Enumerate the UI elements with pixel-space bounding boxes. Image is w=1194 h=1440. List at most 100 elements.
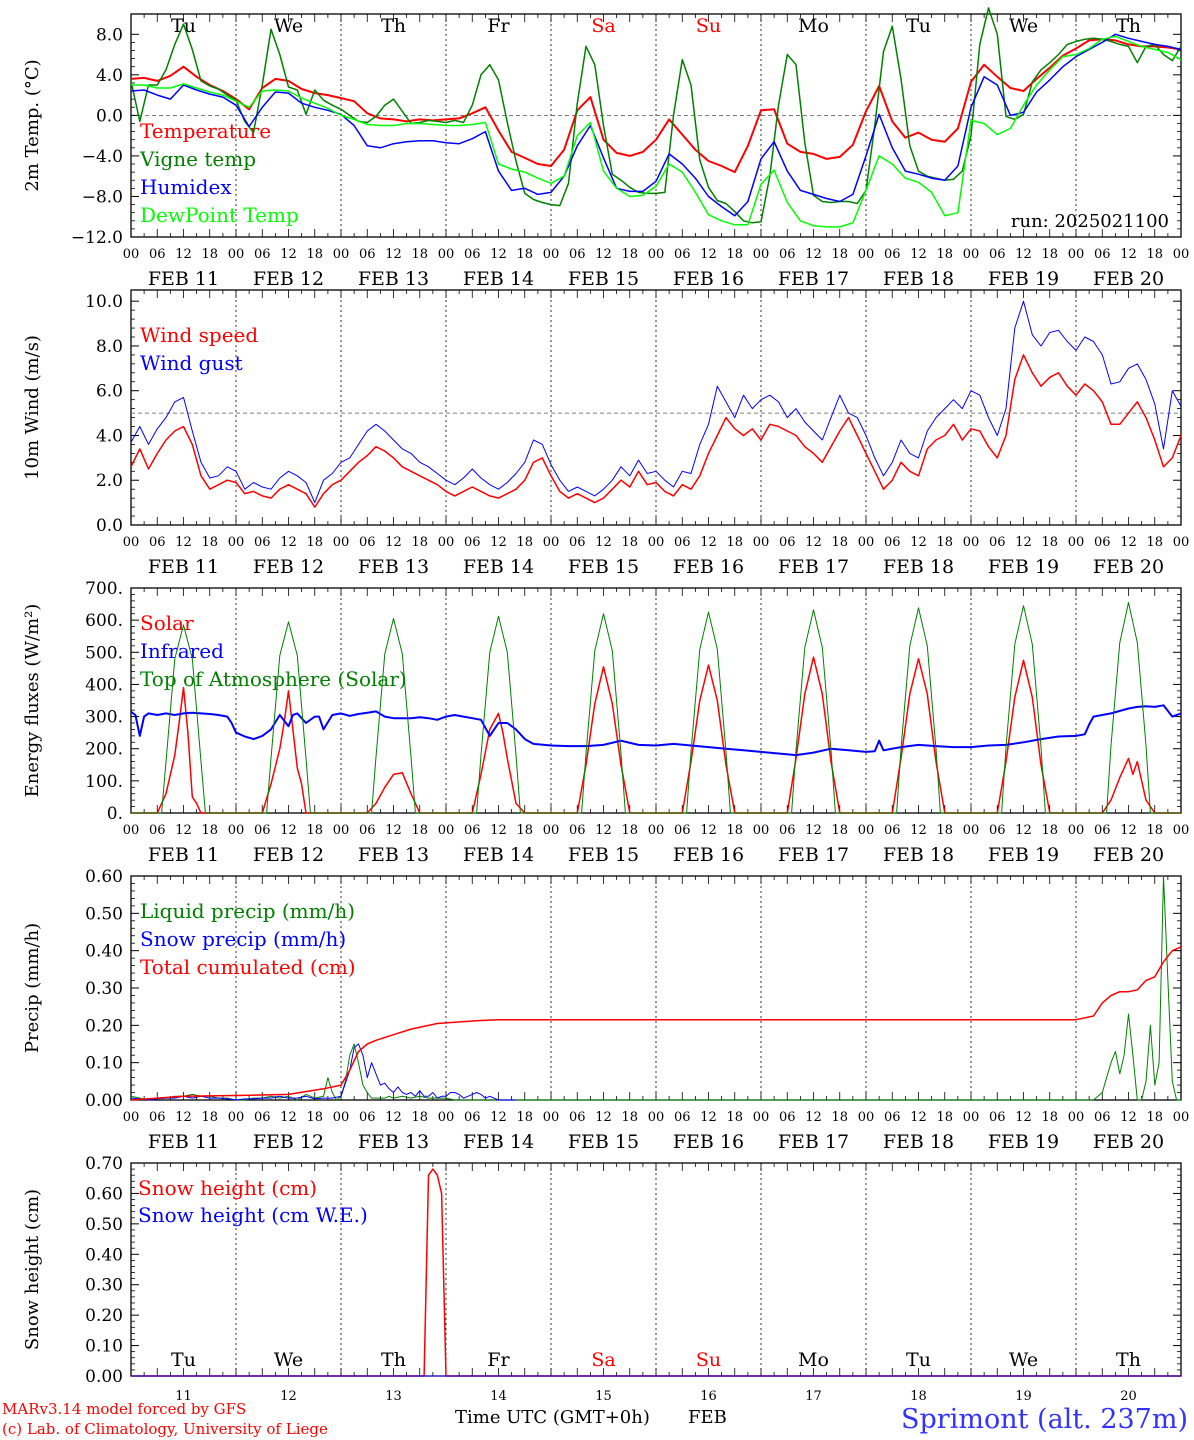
wind-hour-tick-label: 00: [333, 535, 350, 550]
energy-date-label: FEB 19: [988, 844, 1059, 866]
energy-y-tick-label: 400.: [85, 675, 123, 695]
wind-hour-tick-label: 18: [411, 535, 428, 550]
snow-day-number: 15: [595, 1389, 612, 1404]
temperature-hour-tick-label: 18: [306, 247, 323, 262]
precip-hour-tick-label: 12: [280, 1110, 297, 1125]
snow-y-tick-label: 0.50: [85, 1215, 123, 1235]
energy-hour-tick-label: 18: [1146, 823, 1163, 838]
temperature-weekday-label: Th: [381, 15, 406, 37]
temperature-weekday-label: We: [1009, 15, 1038, 37]
wind-hour-tick-label: 00: [753, 535, 770, 550]
energy-y-axis-title: Energy fluxes (W/m²): [22, 604, 43, 798]
temperature-legend-entry: Temperature: [140, 119, 271, 143]
temperature-date-label: FEB 20: [1093, 268, 1164, 290]
temperature-hour-tick-label: 00: [228, 247, 245, 262]
energy-hour-tick-label: 18: [306, 823, 323, 838]
energy-y-tick-label: 100.: [85, 772, 123, 792]
temperature-hour-tick-label: 12: [175, 247, 192, 262]
energy-hour-tick-label: 06: [884, 823, 901, 838]
energy-hour-tick-label: 18: [621, 823, 638, 838]
energy-hour-tick-label: 18: [936, 823, 953, 838]
energy-date-label: FEB 14: [463, 844, 534, 866]
energy-y-tick-label: 0.: [107, 804, 123, 824]
snow-legend-entry: Snow height (cm): [138, 1176, 317, 1200]
precip-hour-tick-label: 06: [1094, 1110, 1111, 1125]
precip-y-tick-label: 0.60: [85, 867, 123, 887]
snow-day-number: 14: [490, 1389, 507, 1404]
temperature-legend-entry: Humidex: [140, 175, 232, 199]
energy-hour-tick-label: 06: [464, 823, 481, 838]
energy-legend-entry: Solar: [140, 611, 194, 635]
temperature-date-label: FEB 14: [463, 268, 534, 290]
energy-date-label: FEB 18: [883, 844, 954, 866]
snow-weekday-label: Mo: [798, 1349, 829, 1371]
energy-hour-tick-label: 12: [805, 823, 822, 838]
temperature-hour-tick-label: 12: [280, 247, 297, 262]
snow-day-number: 19: [1015, 1389, 1032, 1404]
temperature-date-label: FEB 11: [148, 268, 219, 290]
temperature-hour-tick-label: 12: [385, 247, 402, 262]
temperature-hour-tick-label: 18: [1041, 247, 1058, 262]
snow-weekday-label: We: [1009, 1349, 1038, 1371]
precip-hour-tick-label: 06: [149, 1110, 166, 1125]
temperature-hour-tick-label: 12: [595, 247, 612, 262]
temperature-hour-tick-label: 12: [1015, 247, 1032, 262]
temperature-hour-tick-label: 18: [1146, 247, 1163, 262]
precip-date-label: FEB 12: [253, 1131, 324, 1153]
snow-day-number: 11: [175, 1389, 192, 1404]
wind-hour-tick-label: 06: [1094, 535, 1111, 550]
energy-hour-tick-label: 06: [779, 823, 796, 838]
temperature-y-axis-title: 2m Temp. (°C): [22, 59, 43, 191]
wind-hour-tick-label: 12: [175, 535, 192, 550]
temperature-weekday-label: Tu: [906, 15, 931, 37]
temperature-weekday-label: Fr: [487, 15, 510, 37]
precip-hour-tick-label: 06: [674, 1110, 691, 1125]
precip-hour-tick-label: 18: [201, 1110, 218, 1125]
temperature-y-tick-label: 8.0: [96, 25, 123, 45]
snow-y-tick-label: 0.60: [85, 1184, 123, 1204]
energy-hour-tick-label: 06: [569, 823, 586, 838]
temperature-hour-tick-label: 06: [464, 247, 481, 262]
energy-hour-tick-label: 06: [254, 823, 271, 838]
wind-y-tick-label: 4.0: [96, 426, 123, 446]
wind-hour-tick-label: 18: [936, 535, 953, 550]
precip-hour-tick-label: 12: [1015, 1110, 1032, 1125]
precip-hour-tick-label: 12: [1120, 1110, 1137, 1125]
temperature-hour-tick-label: 06: [779, 247, 796, 262]
wind-hour-tick-label: 00: [1173, 535, 1190, 550]
snow-weekday-label: We: [274, 1349, 303, 1371]
energy-hour-tick-label: 18: [411, 823, 428, 838]
energy-y-tick-label: 500.: [85, 643, 123, 663]
temperature-hour-tick-label: 00: [123, 247, 140, 262]
precip-date-label: FEB 13: [358, 1131, 429, 1153]
temperature-series-vigne-temp: [130, 7, 1182, 224]
wind-hour-tick-label: 18: [1041, 535, 1058, 550]
energy-legend-entry: Infrared: [140, 639, 224, 663]
snow-day-number: 18: [910, 1389, 927, 1404]
snow-weekday-label: Tu: [171, 1349, 196, 1371]
temperature-y-tick-label: 4.0: [96, 66, 123, 86]
snow-weekday-label: Sa: [591, 1349, 615, 1371]
precip-date-label: FEB 14: [463, 1131, 534, 1153]
temperature-series-temperature: [130, 38, 1182, 174]
precip-hour-tick-label: 12: [385, 1110, 402, 1125]
energy-hour-tick-label: 06: [1094, 823, 1111, 838]
temperature-y-tick-label: −8.0: [82, 187, 123, 207]
precip-hour-tick-label: 06: [989, 1110, 1006, 1125]
precip-hour-tick-label: 00: [858, 1110, 875, 1125]
model-credit: MARv3.14 model forced by GFS: [2, 1400, 246, 1418]
precip-hour-tick-label: 18: [1041, 1110, 1058, 1125]
energy-hour-tick-label: 00: [228, 823, 245, 838]
wind-hour-tick-label: 12: [1015, 535, 1032, 550]
energy-hour-tick-label: 06: [149, 823, 166, 838]
wind-hour-tick-label: 06: [149, 535, 166, 550]
energy-y-tick-label: 600.: [85, 611, 123, 631]
station-name: Sprimont (alt. 237m): [901, 1404, 1188, 1435]
snow-y-axis-title: Snow height (cm): [22, 1189, 43, 1350]
precip-hour-tick-label: 00: [1173, 1110, 1190, 1125]
snow-y-tick-label: 0.30: [85, 1276, 123, 1296]
snow-day-number: 16: [700, 1389, 717, 1404]
temperature-hour-tick-label: 00: [963, 247, 980, 262]
temperature-hour-tick-label: 06: [149, 247, 166, 262]
temperature-hour-tick-label: 18: [831, 247, 848, 262]
